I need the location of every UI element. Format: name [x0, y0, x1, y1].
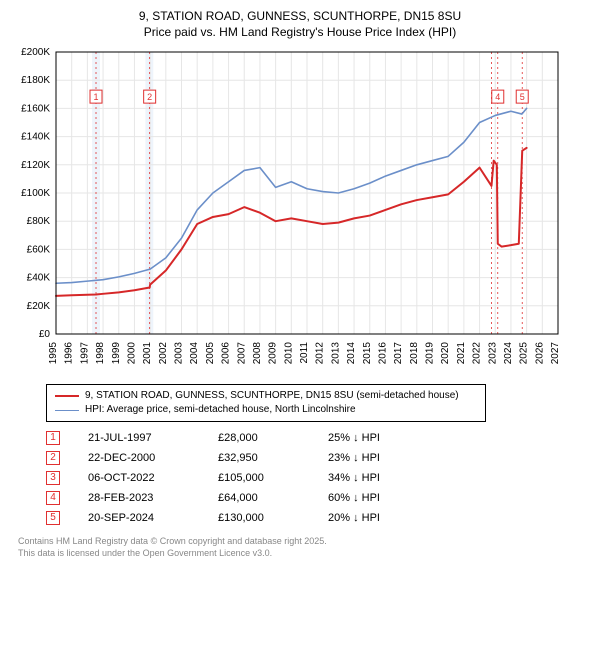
- x-tick-label: 2012: [315, 342, 326, 365]
- x-tick-label: 2015: [362, 342, 373, 365]
- x-tick-label: 2025: [519, 342, 530, 365]
- svg-text:2: 2: [147, 92, 152, 102]
- chart-marker: 5: [516, 90, 528, 103]
- y-tick-label: £40K: [27, 273, 51, 284]
- svg-text:1: 1: [93, 92, 98, 102]
- marker-delta: 25% ↓ HPI: [328, 428, 380, 448]
- footer-line2: This data is licensed under the Open Gov…: [18, 548, 590, 560]
- chart-marker: 2: [144, 90, 156, 103]
- title-line1: 9, STATION ROAD, GUNNESS, SCUNTHORPE, DN…: [10, 8, 590, 24]
- y-tick-label: £0: [39, 329, 51, 340]
- x-tick-label: 2019: [425, 342, 436, 365]
- x-tick-label: 1996: [64, 342, 75, 365]
- marker-date: 21-JUL-1997: [88, 428, 218, 448]
- chart-svg: £0 £20K £40K £60K £80K £100K £120K £140K £160K £1…: [10, 46, 570, 376]
- footer-line1: Contains HM Land Registry data © Crown c…: [18, 536, 590, 548]
- marker-number-box: 1: [46, 431, 60, 445]
- svg-text:5: 5: [520, 92, 525, 102]
- footer-attribution: Contains HM Land Registry data © Crown c…: [18, 536, 590, 559]
- chart-marker: 4: [492, 90, 504, 103]
- marker-date: 06-OCT-2022: [88, 468, 218, 488]
- marker-row: 3 06-OCT-2022£105,00034% ↓ HPI: [46, 468, 380, 488]
- chart-marker: 1: [90, 90, 102, 103]
- legend-swatch: [55, 410, 79, 411]
- x-tick-label: 2005: [205, 342, 216, 365]
- x-tick-label: 2014: [346, 342, 357, 365]
- svg-text:4: 4: [495, 92, 500, 102]
- x-tick-label: 2020: [440, 342, 451, 365]
- x-tick-label: 2024: [503, 342, 514, 365]
- legend: 9, STATION ROAD, GUNNESS, SCUNTHORPE, DN…: [46, 384, 486, 422]
- y-tick-label: £160K: [21, 104, 50, 115]
- x-tick-label: 2007: [236, 342, 247, 365]
- y-tick-label: £200K: [21, 47, 50, 58]
- x-tick-label: 1999: [111, 342, 122, 365]
- x-tick-label: 2023: [487, 342, 498, 365]
- marker-number-box: 2: [46, 451, 60, 465]
- x-tick-label: 2026: [534, 342, 545, 365]
- x-tick-label: 2027: [550, 342, 561, 365]
- marker-date: 20-SEP-2024: [88, 508, 218, 528]
- marker-table: 1 21-JUL-1997£28,00025% ↓ HPI 2 22-DEC-2000…: [46, 428, 380, 528]
- marker-price: £105,000: [218, 468, 328, 488]
- y-tick-label: £80K: [27, 217, 51, 228]
- legend-item: HPI: Average price, semi-detached house,…: [55, 403, 477, 417]
- legend-item: 9, STATION ROAD, GUNNESS, SCUNTHORPE, DN…: [55, 389, 477, 403]
- marker-row: 2 22-DEC-2000£32,95023% ↓ HPI: [46, 448, 380, 468]
- marker-delta: 34% ↓ HPI: [328, 468, 380, 488]
- price-chart: £0 £20K £40K £60K £80K £100K £120K £140K £160K £1…: [10, 46, 590, 376]
- marker-row: 4 28-FEB-2023£64,00060% ↓ HPI: [46, 488, 380, 508]
- y-tick-label: £140K: [21, 132, 50, 143]
- y-tick-label: £60K: [27, 245, 51, 256]
- x-tick-label: 2002: [158, 342, 169, 365]
- marker-price: £64,000: [218, 488, 328, 508]
- x-tick-label: 2000: [126, 342, 137, 365]
- y-tick-label: £180K: [21, 76, 50, 87]
- chart-title: 9, STATION ROAD, GUNNESS, SCUNTHORPE, DN…: [10, 8, 590, 40]
- marker-date: 22-DEC-2000: [88, 448, 218, 468]
- x-tick-label: 2018: [409, 342, 420, 365]
- x-tick-label: 2010: [283, 342, 294, 365]
- x-tick-label: 2004: [189, 342, 200, 365]
- marker-price: £130,000: [218, 508, 328, 528]
- marker-number-box: 4: [46, 491, 60, 505]
- marker-price: £32,950: [218, 448, 328, 468]
- marker-delta: 20% ↓ HPI: [328, 508, 380, 528]
- x-tick-label: 2021: [456, 342, 467, 365]
- x-tick-label: 2001: [142, 342, 153, 365]
- legend-label: HPI: Average price, semi-detached house,…: [85, 403, 356, 417]
- x-tick-label: 2013: [330, 342, 341, 365]
- marker-number-box: 3: [46, 471, 60, 485]
- y-tick-label: £100K: [21, 188, 50, 199]
- marker-price: £28,000: [218, 428, 328, 448]
- y-tick-label: £120K: [21, 160, 50, 171]
- x-tick-label: 2016: [377, 342, 388, 365]
- x-tick-label: 2011: [299, 342, 310, 364]
- x-tick-label: 2017: [393, 342, 404, 365]
- title-line2: Price paid vs. HM Land Registry's House …: [10, 24, 590, 40]
- y-tick-label: £20K: [27, 301, 51, 312]
- x-tick-label: 2022: [472, 342, 483, 365]
- marker-delta: 23% ↓ HPI: [328, 448, 380, 468]
- x-tick-label: 2003: [174, 342, 185, 365]
- x-tick-label: 2009: [268, 342, 279, 365]
- marker-number-box: 5: [46, 511, 60, 525]
- marker-row: 5 20-SEP-2024£130,00020% ↓ HPI: [46, 508, 380, 528]
- x-tick-label: 1998: [95, 342, 106, 365]
- x-tick-label: 2006: [221, 342, 232, 365]
- x-tick-label: 1997: [79, 342, 90, 365]
- legend-swatch: [55, 395, 79, 397]
- legend-label: 9, STATION ROAD, GUNNESS, SCUNTHORPE, DN…: [85, 389, 459, 403]
- marker-delta: 60% ↓ HPI: [328, 488, 380, 508]
- x-tick-label: 2008: [252, 342, 263, 365]
- marker-date: 28-FEB-2023: [88, 488, 218, 508]
- x-tick-label: 1995: [48, 342, 59, 365]
- marker-row: 1 21-JUL-1997£28,00025% ↓ HPI: [46, 428, 380, 448]
